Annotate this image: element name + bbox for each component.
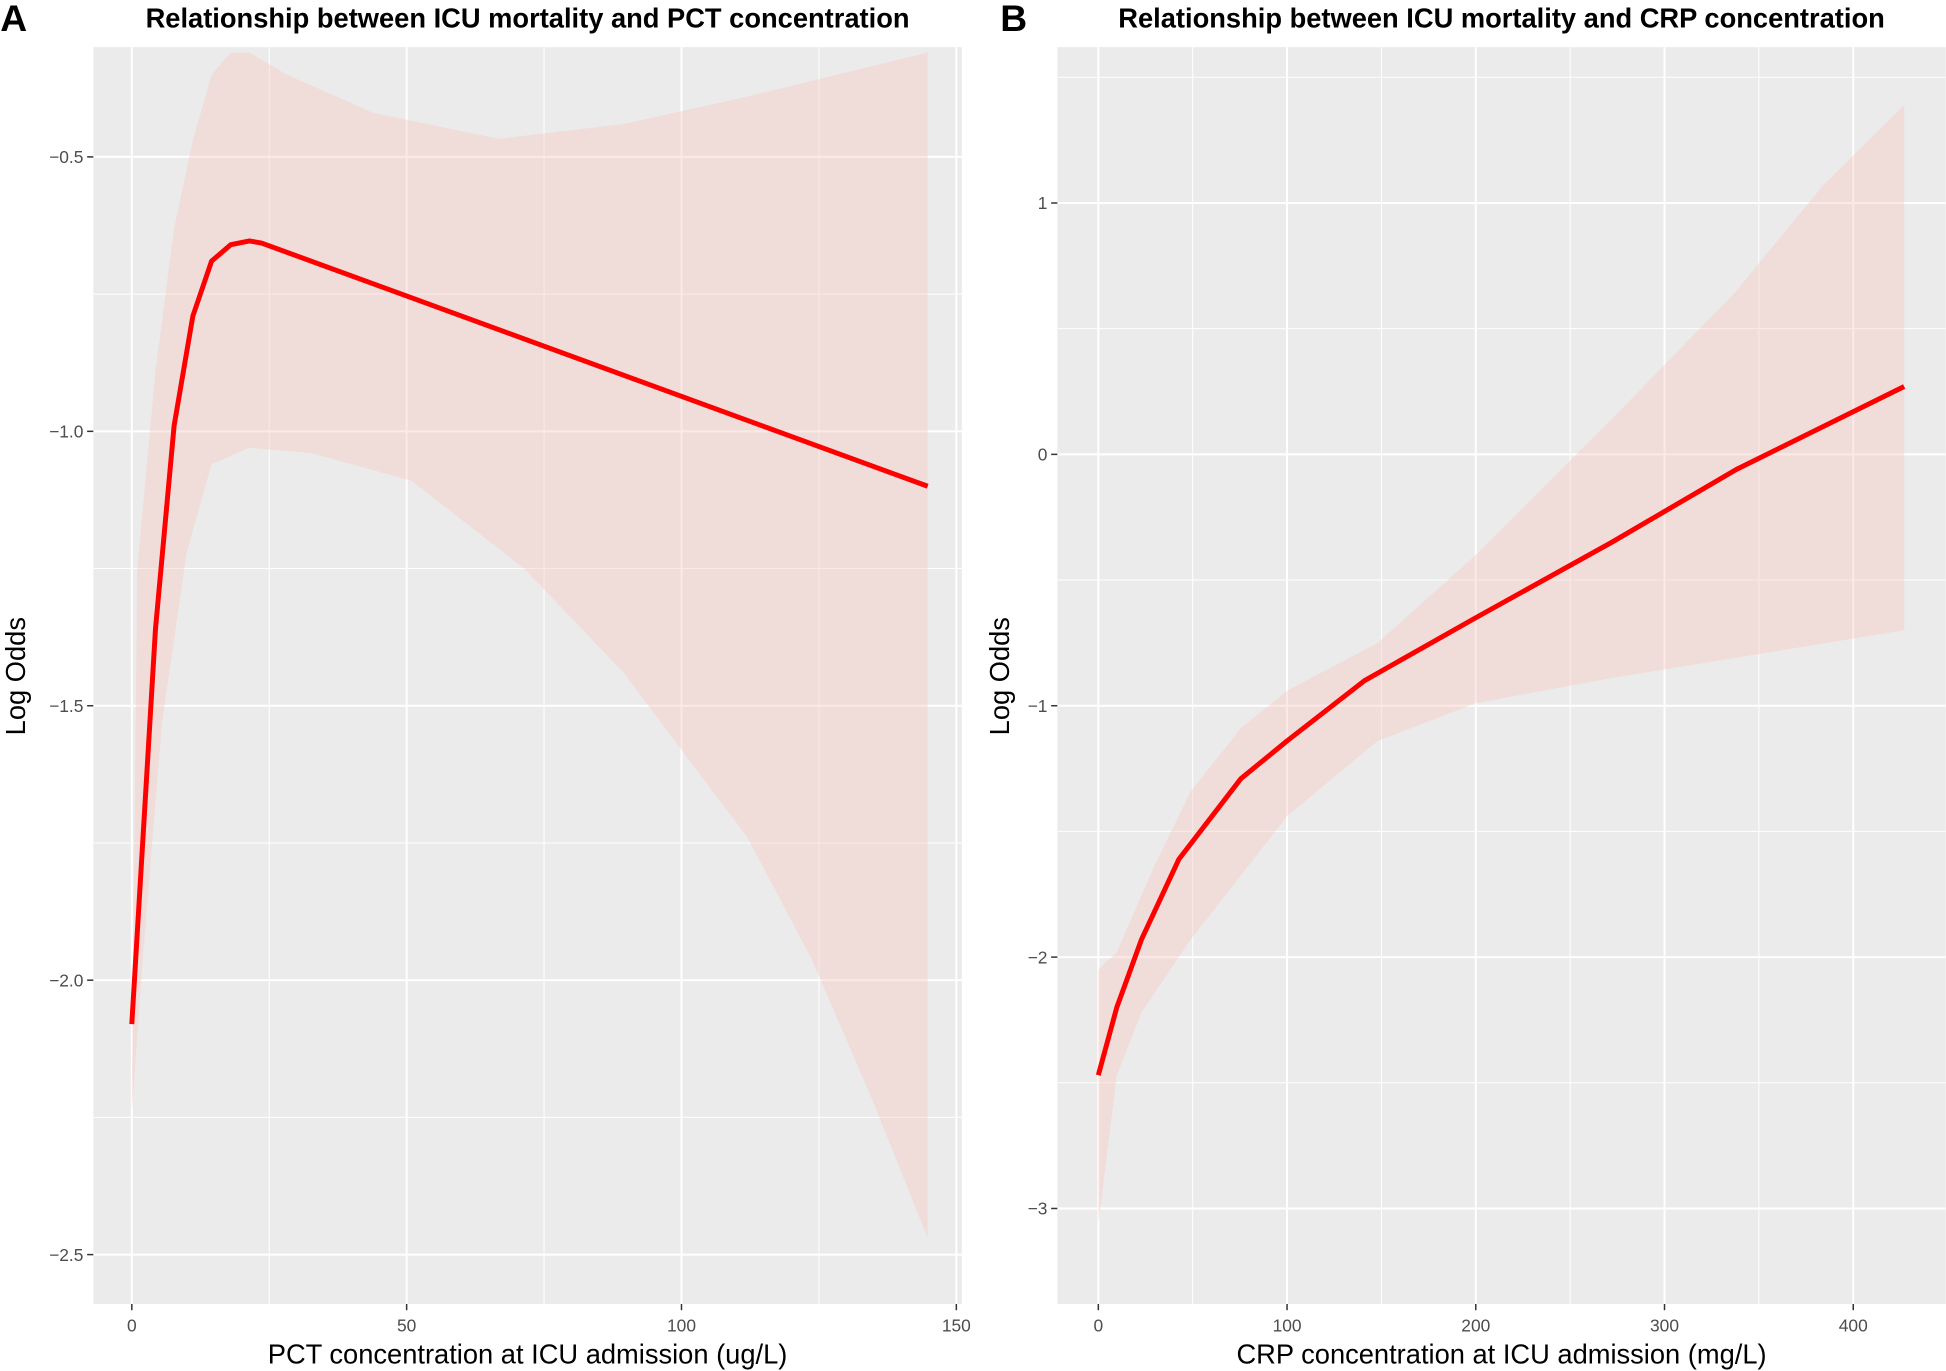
y-tick-label: −1: [1028, 696, 1048, 716]
x-tick-label: 300: [1650, 1315, 1679, 1335]
fit-line: [129, 238, 929, 1025]
panel-a: 0 50 100 150 −0.5 −1.0 −1.5 −2.0 −2.5 A Relationsh…: [0, 0, 971, 1370]
y-tick-label: −1.5: [49, 696, 83, 716]
confidence-band: [131, 52, 928, 1239]
y-tick-label: −2: [1028, 947, 1048, 967]
panel-tag: B: [1000, 0, 1027, 39]
panel-tag: A: [0, 0, 27, 39]
y-tick-label: −1.0: [49, 422, 83, 442]
x-tick-label: 0: [1093, 1315, 1103, 1335]
x-tick-label: 200: [1461, 1315, 1490, 1335]
x-tick-label: 0: [127, 1315, 137, 1335]
y-tick-label: 0: [1038, 445, 1048, 465]
plot-background: [93, 47, 962, 1305]
y-tick-label: −2.5: [49, 1245, 83, 1265]
x-tick-label: 100: [667, 1315, 696, 1335]
chart-title: Relationship between ICU mortality and C…: [1118, 2, 1885, 33]
y-tick-label: −2.0: [49, 970, 83, 990]
x-tick-label: 50: [397, 1315, 416, 1335]
y-tick-label: −0.5: [49, 147, 83, 167]
y-axis-label: Log Odds: [984, 617, 1015, 735]
chart-title: Relationship between ICU mortality and P…: [146, 2, 910, 33]
x-axis-label: PCT concentration at ICU admission (ug/L…: [268, 1339, 788, 1370]
plot-background: [1057, 47, 1946, 1305]
y-axis-label: Log Odds: [0, 617, 31, 735]
x-tick-label: 400: [1839, 1315, 1868, 1335]
fit-line: [1095, 384, 1906, 1076]
panel-b: 0 100 200 300 400 1 0 −1 −2 −3 B Relationship betwe…: [984, 0, 1946, 1370]
x-tick-label: 100: [1273, 1315, 1302, 1335]
confidence-band: [1098, 104, 1905, 1224]
x-axis-label: CRP concentration at ICU admission (mg/L…: [1236, 1339, 1766, 1370]
y-tick-label: 1: [1038, 193, 1048, 213]
x-tick-label: 150: [942, 1315, 971, 1335]
y-tick-label: −3: [1028, 1199, 1048, 1219]
